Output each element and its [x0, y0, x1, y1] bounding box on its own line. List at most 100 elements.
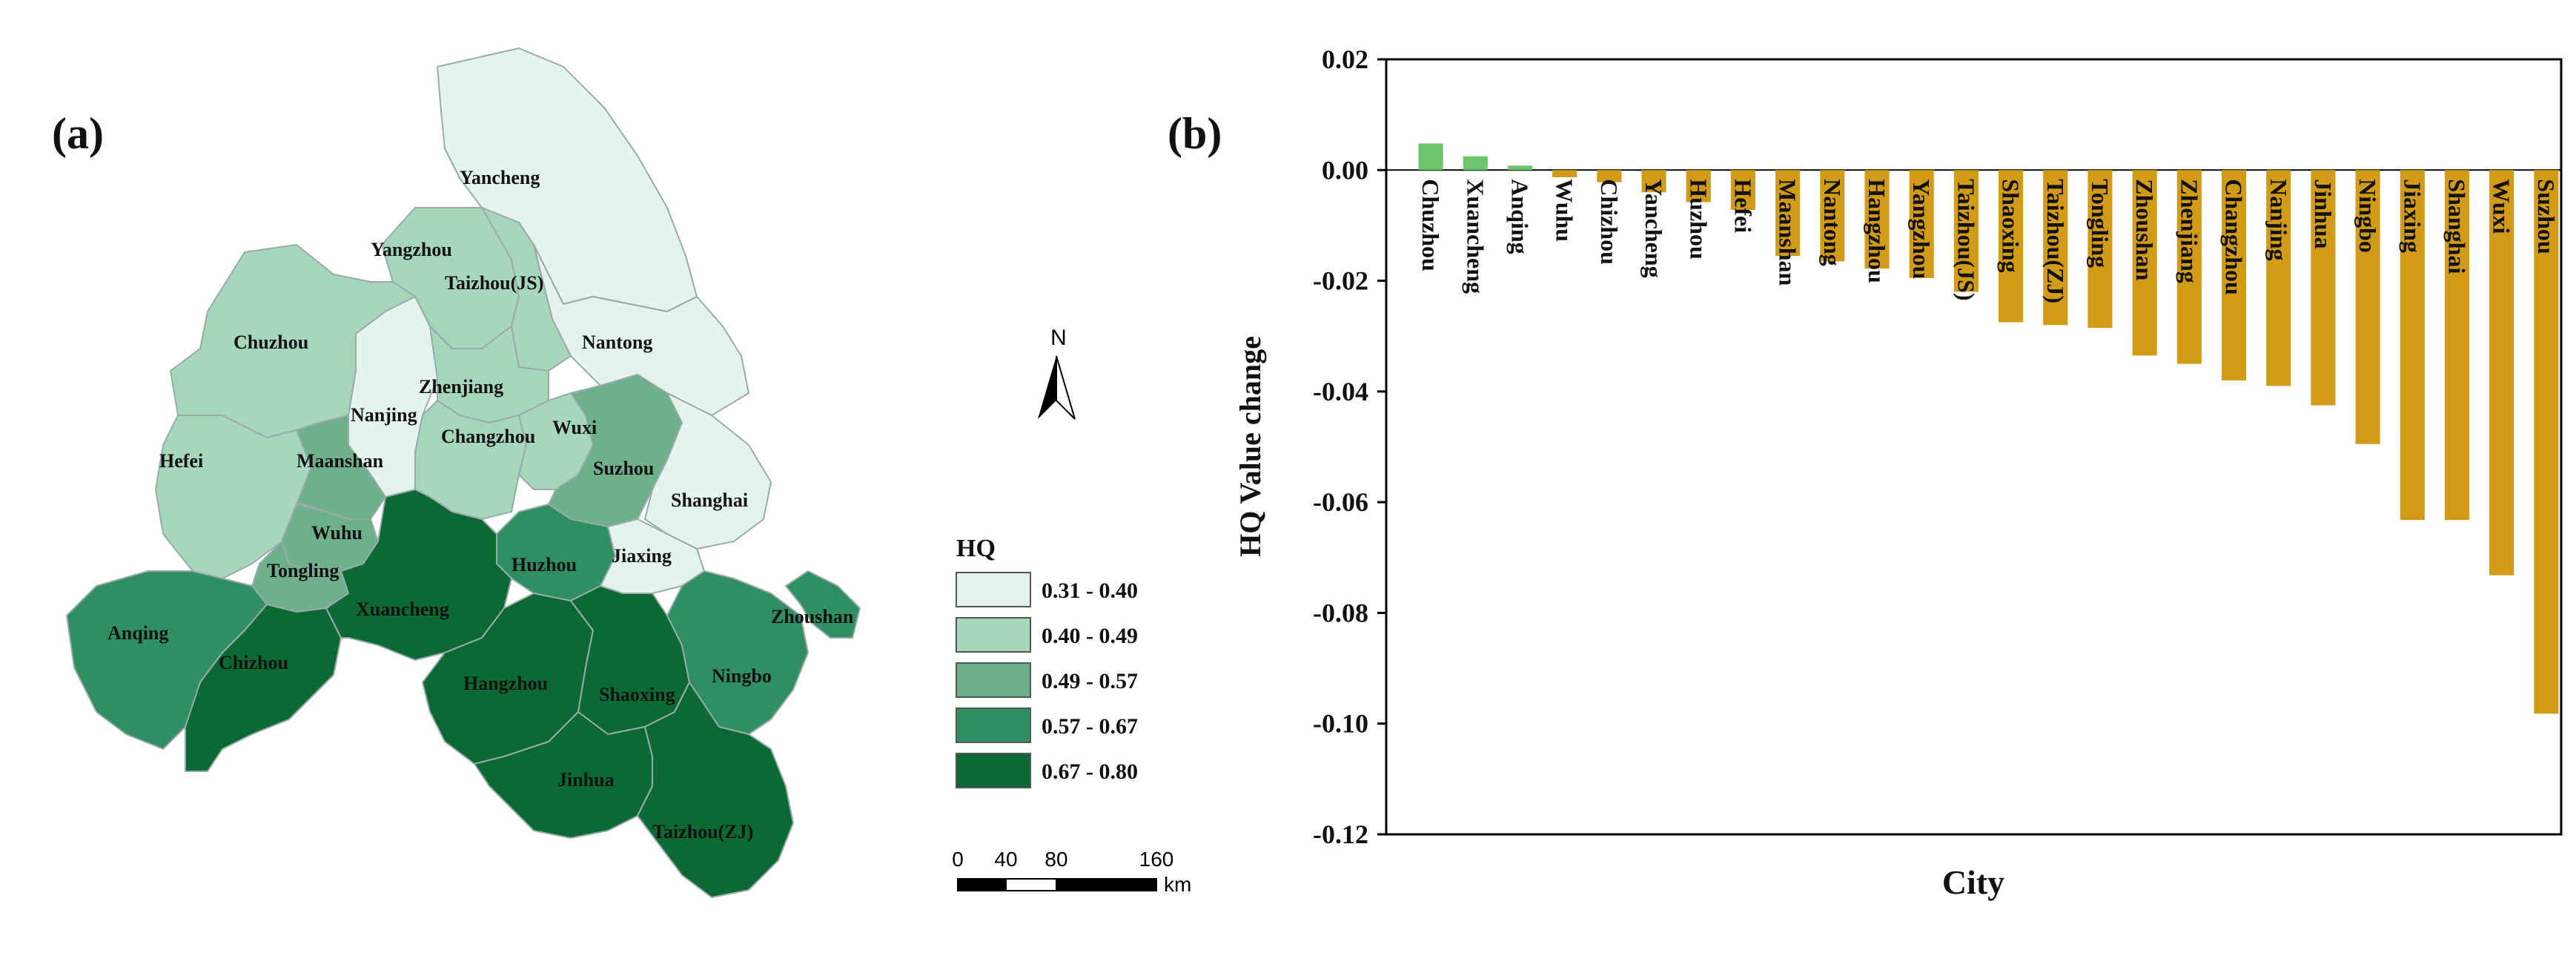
x-tick-label: Huzhou	[1685, 179, 1712, 259]
bar-taizhou-zj-	[2043, 170, 2068, 326]
legend-range-3: 0.49 - 0.57	[1042, 669, 1138, 693]
x-tick-label: Yancheng	[1640, 179, 1667, 277]
x-axis-title: City	[1942, 863, 2004, 901]
y-axis: 0.02 0.00 -0.02 -0.04 -0.06 -0.08 -0.10 -0.12	[1313, 44, 1386, 849]
bar-nanjing	[2266, 170, 2291, 386]
city-label-jinhua: Jinhua	[557, 769, 615, 791]
y-tick-label: -0.04	[1313, 377, 1368, 406]
bar-xuancheng	[1463, 156, 1488, 171]
city-label-anqing: Anqing	[107, 622, 168, 644]
scale-tick-160: 160	[1139, 848, 1174, 871]
city-label-huzhou: Huzhou	[511, 554, 577, 576]
map	[66, 47, 861, 898]
bar-yancheng	[1641, 170, 1666, 193]
city-label-jiaxing: Jiaxing	[612, 545, 672, 567]
bar-nantong	[1820, 170, 1845, 262]
bar-maanshan	[1775, 170, 1801, 256]
x-tick-label: Chizhou	[1596, 179, 1623, 265]
x-tick-label: Changzhou	[2221, 179, 2248, 294]
legend-swatch	[956, 617, 1031, 653]
y-tick-label: -0.12	[1313, 820, 1368, 849]
x-tick-label: Jinhua	[2310, 179, 2337, 248]
x-tick-label: Jiaxing	[2399, 179, 2426, 253]
x-tick-label: Wuhu	[1552, 179, 1578, 242]
north-arrow-label: N	[1050, 326, 1067, 350]
region-taizhou-zj	[637, 682, 794, 898]
bar-anqing	[1507, 165, 1533, 171]
bar-shaoxing	[1999, 170, 2024, 323]
legend-range-2: 0.40 - 0.49	[1042, 624, 1138, 648]
x-tick-label: Hangzhou	[1864, 179, 1890, 283]
bar-chart: 0.02 0.00 -0.02 -0.04 -0.06 -0.08 -0.10 -0.12 C…	[1234, 44, 2563, 901]
x-tick-label: Yangzhou	[1908, 179, 1935, 279]
region-xuancheng	[325, 489, 512, 661]
city-label-chizhou: Chizhou	[219, 652, 288, 673]
city-label-zhenjiang: Zhenjiang	[419, 376, 503, 398]
city-label-taizhou-js: Taizhou(JS)	[445, 272, 543, 294]
city-label-hangzhou: Hangzhou	[463, 673, 548, 694]
y-tick-label: 0.02	[1322, 44, 1368, 74]
bar-tongling	[2087, 170, 2113, 329]
legend-title: HQ	[956, 535, 996, 562]
city-label-chuzhou: Chuzhou	[234, 332, 308, 353]
bar-shanghai	[2444, 170, 2470, 521]
city-label-nanjing: Nanjing	[351, 404, 417, 426]
legend-swatch	[956, 708, 1031, 743]
y-tick-label: -0.02	[1313, 266, 1368, 296]
city-label-yancheng: Yancheng	[460, 167, 540, 188]
x-tick-label: Shanghai	[2444, 179, 2471, 274]
region-ningbo	[666, 570, 809, 735]
bars	[1418, 143, 2559, 714]
city-label-ningbo: Ningbo	[712, 665, 772, 687]
y-axis-title: HQ Value change	[1234, 336, 1267, 557]
bar-wuxi	[2489, 170, 2514, 576]
y-tick-label: 0.00	[1322, 155, 1368, 185]
city-label-shanghai: Shanghai	[671, 489, 748, 511]
bar-chizhou	[1597, 170, 1622, 182]
city-label-zhoushan: Zhoushan	[771, 606, 854, 627]
legend-swatch	[956, 572, 1031, 607]
bar-taizhou-js-	[1953, 170, 1979, 292]
bar-jinhua	[2311, 170, 2336, 406]
x-tick-label: Shaoxing	[1998, 179, 2024, 272]
x-tick-label: Anqing	[1506, 179, 1533, 254]
scale-tick-40: 40	[994, 848, 1017, 871]
city-label-xuancheng: Xuancheng	[356, 598, 449, 620]
x-tick-label: Nantong	[1819, 179, 1846, 266]
region-hefei	[155, 415, 312, 579]
y-tick-label: -0.10	[1313, 709, 1368, 739]
x-tick-label: Taizhou(JS)	[1953, 179, 1979, 300]
region-chizhou	[185, 604, 342, 772]
city-label-wuhu: Wuhu	[311, 522, 362, 544]
legend-range-5: 0.67 - 0.80	[1042, 759, 1138, 784]
legend-swatch	[956, 753, 1031, 788]
bar-suzhou	[2534, 170, 2559, 714]
scale-bar: 0 40 80 160 km	[952, 848, 1191, 896]
region-zhoushan	[785, 570, 861, 639]
x-tick-label: Ningbo	[2354, 179, 2381, 253]
region-taizhou-js	[481, 207, 572, 372]
scale-tick-80: 80	[1044, 848, 1067, 871]
city-label-hefei: Hefei	[159, 450, 203, 472]
x-tick-label: Maanshan	[1775, 179, 1801, 286]
bar-hangzhou	[1864, 170, 1890, 269]
y-tick-label: -0.08	[1313, 598, 1368, 627]
region-changzhou	[414, 400, 527, 520]
x-tick-label: Chuzhou	[1417, 179, 1444, 271]
city-label-wuxi: Wuxi	[552, 417, 597, 438]
city-label-tongling: Tongling	[267, 560, 339, 581]
city-label-nantong: Nantong	[582, 332, 652, 353]
x-tick-label: Taizhou(ZJ)	[2042, 179, 2069, 303]
x-tick-label: Suzhou	[2533, 179, 2560, 254]
legend-swatch	[956, 662, 1031, 698]
bar-zhenjiang	[2176, 170, 2202, 364]
x-axis-labels: Chuzhou Xuancheng Anqing Wuhu Chizhou Yanchen…	[1417, 179, 2560, 303]
x-tick-label: Wuxi	[2489, 179, 2515, 234]
north-arrow: N	[1038, 326, 1076, 420]
bar-wuhu	[1552, 170, 1577, 177]
bar-huzhou	[1686, 170, 1711, 202]
bar-zhoushan	[2132, 170, 2157, 356]
x-tick-label: Tongling	[2087, 179, 2113, 268]
panel-b-label: (b)	[1168, 109, 1222, 158]
